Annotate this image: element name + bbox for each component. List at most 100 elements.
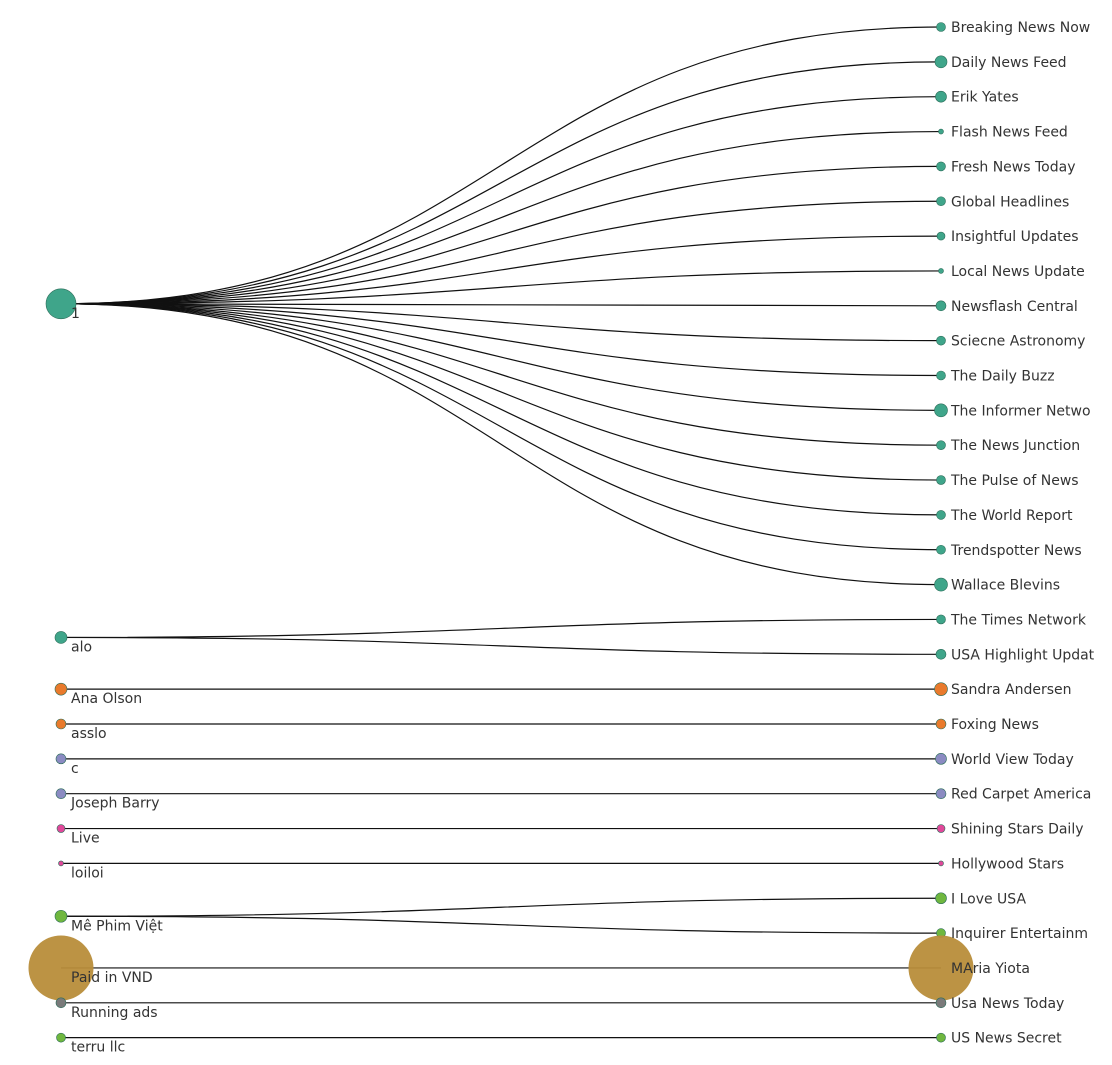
link-26	[60, 897, 942, 917]
target-node[interactable]	[934, 577, 948, 592]
link-18	[60, 618, 942, 639]
target-label: Red Carpet America	[951, 787, 1091, 803]
target-label: Local News Update	[951, 264, 1085, 280]
target-label: The World Report	[950, 508, 1073, 524]
target-label: The Pulse of News	[950, 473, 1079, 489]
link-19	[60, 636, 942, 655]
source-node[interactable]	[45, 288, 77, 320]
target-node[interactable]	[936, 824, 946, 833]
link-16	[60, 303, 942, 551]
source-label: Live	[71, 831, 100, 847]
link-9	[60, 303, 942, 307]
link-2	[60, 61, 942, 305]
target-label: Trendspotter News	[950, 543, 1082, 559]
target-node[interactable]	[936, 335, 946, 346]
target-label: Daily News Feed	[951, 55, 1067, 71]
source-node[interactable]	[54, 682, 68, 696]
target-node[interactable]	[934, 682, 948, 696]
link-1	[60, 26, 942, 305]
target-label: Sciecne Astronomy	[951, 334, 1085, 350]
links-group	[60, 26, 942, 1039]
target-node[interactable]	[936, 1032, 946, 1043]
link-7	[60, 235, 942, 305]
target-label: USA Highlight Updat	[951, 647, 1095, 663]
link-12	[60, 303, 942, 411]
target-node[interactable]	[936, 196, 946, 207]
target-node[interactable]	[935, 300, 947, 312]
target-node[interactable]	[935, 997, 947, 1009]
source-node[interactable]	[28, 935, 94, 1001]
target-node[interactable]	[935, 90, 947, 103]
source-label: Ana Olson	[71, 691, 142, 707]
link-14	[60, 303, 942, 481]
source-node[interactable]	[54, 631, 68, 644]
source-node[interactable]	[55, 718, 67, 730]
target-node[interactable]	[935, 788, 947, 800]
target-label: Usa News Today	[951, 996, 1064, 1012]
target-label: Global Headlines	[951, 194, 1069, 210]
target-label: The Informer Netwo	[950, 403, 1091, 419]
target-label: I Love USA	[951, 891, 1026, 907]
link-17	[60, 303, 942, 586]
target-label: The Daily Buzz	[950, 369, 1055, 385]
target-node[interactable]	[934, 403, 948, 418]
link-8	[60, 270, 942, 305]
link-6	[60, 200, 942, 305]
source-label: c	[71, 761, 79, 777]
target-node[interactable]	[936, 614, 946, 625]
target-label: Foxing News	[951, 717, 1039, 733]
source-label: 1	[71, 306, 80, 322]
target-node[interactable]	[936, 544, 946, 555]
target-node[interactable]	[938, 128, 944, 135]
link-10	[60, 303, 942, 342]
source-label: Joseph Barry	[70, 796, 160, 812]
link-5	[60, 165, 942, 305]
source-label: alo	[71, 639, 92, 655]
source-node[interactable]	[56, 824, 66, 833]
target-node[interactable]	[938, 268, 944, 274]
target-label: Breaking News Now	[951, 20, 1090, 36]
target-label: Inquirer Entertainm	[951, 926, 1088, 942]
link-3	[60, 96, 942, 305]
target-label: Shining Stars Daily	[951, 822, 1084, 838]
target-node[interactable]	[938, 860, 944, 867]
target-node[interactable]	[936, 161, 946, 172]
link-13	[60, 303, 942, 446]
source-node[interactable]	[56, 1032, 66, 1043]
target-label: The Times Network	[950, 612, 1087, 628]
target-node[interactable]	[936, 231, 946, 241]
target-label: MAria Yiota	[951, 961, 1030, 977]
target-label: World View Today	[951, 752, 1074, 768]
target-node[interactable]	[936, 370, 946, 381]
target-node[interactable]	[936, 440, 946, 451]
target-node[interactable]	[936, 475, 946, 485]
target-node[interactable]	[936, 22, 946, 32]
target-node[interactable]	[935, 718, 947, 730]
target-label: Erik Yates	[951, 90, 1019, 106]
target-node[interactable]	[935, 892, 947, 905]
labels-group: Breaking News Now Daily News Feed Erik Yat…	[70, 20, 1095, 1056]
target-node[interactable]	[935, 648, 947, 660]
target-node[interactable]	[936, 510, 946, 520]
source-label: Running ads	[71, 1005, 158, 1021]
source-node[interactable]	[55, 997, 67, 1009]
target-node[interactable]	[908, 935, 974, 1001]
source-node[interactable]	[58, 860, 64, 867]
target-label: Newsflash Central	[951, 299, 1078, 315]
source-node[interactable]	[55, 753, 67, 765]
target-label: Sandra Andersen	[951, 682, 1072, 698]
target-node[interactable]	[935, 753, 947, 765]
link-27	[60, 915, 942, 934]
source-node[interactable]	[54, 909, 68, 923]
target-label: Insightful Updates	[951, 229, 1079, 245]
source-label: Paid in VND	[71, 970, 153, 986]
target-label: US News Secret	[951, 1031, 1062, 1047]
link-4	[60, 130, 942, 305]
source-label: asslo	[71, 726, 107, 742]
target-label: Flash News Feed	[951, 125, 1068, 141]
source-node[interactable]	[55, 788, 67, 800]
target-node[interactable]	[934, 55, 948, 69]
target-label: The News Junction	[950, 438, 1080, 454]
source-label: Mê Phim Việt	[71, 918, 163, 934]
